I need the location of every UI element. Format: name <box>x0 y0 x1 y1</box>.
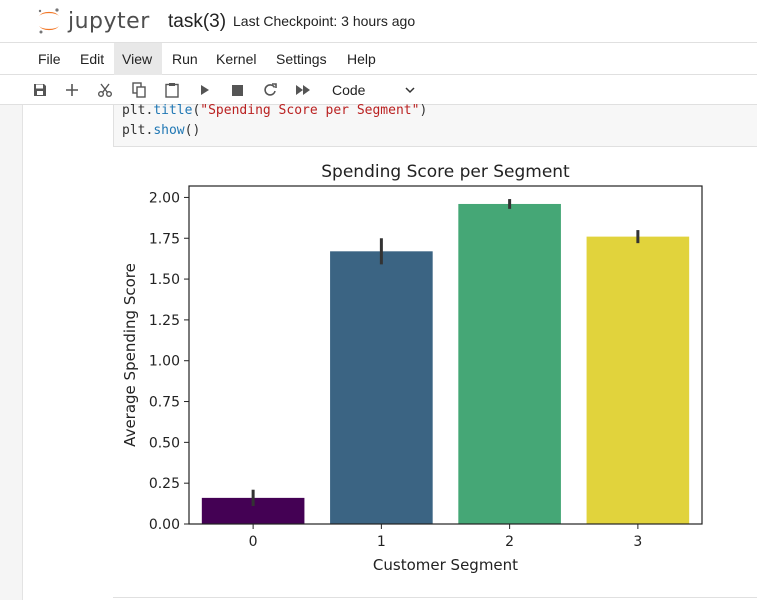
restart-icon[interactable] <box>259 79 281 101</box>
jupyter-logo-icon <box>38 8 59 34</box>
paste-icon[interactable] <box>161 79 183 101</box>
chart-output: Spending Score per Segment 0 1 2 3 0.00 0.25 0.… <box>113 152 753 592</box>
y-tick-label-5: 1.25 <box>149 313 180 329</box>
cell-divider <box>113 597 757 598</box>
y-tick-label-8: 2.00 <box>149 190 180 206</box>
notebook-title[interactable]: task(3) <box>168 11 227 32</box>
menu-kernel[interactable]: Kernel <box>216 51 257 67</box>
menu-run[interactable]: Run <box>172 51 198 67</box>
copy-icon[interactable] <box>128 79 150 101</box>
fast-forward-icon[interactable] <box>292 79 314 101</box>
cell-type-select[interactable]: Code <box>326 79 420 101</box>
bar-2 <box>458 203 561 524</box>
y-tick-label-0: 0.00 <box>149 517 180 533</box>
code-tail-2: () <box>184 123 201 138</box>
x-tick-label-2: 2 <box>505 534 514 550</box>
menu-view[interactable]: View <box>114 43 162 75</box>
menu-bar: File Edit View Run Kernel Settings Help <box>0 42 757 75</box>
y-tick-label-7: 1.75 <box>149 231 180 247</box>
add-cell-icon[interactable] <box>61 79 83 101</box>
x-tick-label-3: 3 <box>633 534 642 550</box>
x-tick-label-1: 1 <box>377 534 386 550</box>
code-cell-input[interactable]: plt.title("Spending Score per Segment") … <box>113 103 757 147</box>
toolbar: Code <box>0 75 757 105</box>
y-tick-label-2: 0.50 <box>149 435 180 451</box>
menu-help[interactable]: Help <box>347 51 376 67</box>
bar-3 <box>586 236 690 524</box>
code-fn-2: plt. <box>122 123 154 138</box>
run-icon[interactable] <box>194 79 216 101</box>
bar-1 <box>330 251 433 524</box>
top-bar: jupyter task(3) Last Checkpoint: 3 hours… <box>0 0 757 42</box>
menu-file[interactable]: File <box>38 51 61 67</box>
code-method-1: title <box>153 103 193 118</box>
cut-icon[interactable] <box>94 79 116 101</box>
stop-icon[interactable] <box>226 79 248 101</box>
code-fn-1: plt. <box>122 103 154 118</box>
chevron-down-icon <box>404 79 416 107</box>
gutter-divider <box>22 105 23 600</box>
x-axis-label: Customer Segment <box>373 556 518 574</box>
y-tick-label-4: 1.00 <box>149 354 180 370</box>
save-icon[interactable] <box>29 79 51 101</box>
code-string-1: "Spending Score per Segment" <box>200 103 420 118</box>
bar-chart: Spending Score per Segment 0 1 2 3 0.00 0.25 0.… <box>121 162 703 574</box>
jupyter-logo[interactable]: jupyter <box>36 6 150 36</box>
y-tick-label-3: 0.75 <box>149 395 180 411</box>
code-line-1: plt.title("Spending Score per Segment") <box>122 103 428 118</box>
left-gutter <box>0 105 22 600</box>
y-tick-label-1: 0.25 <box>149 476 180 492</box>
y-tick-label-6: 1.50 <box>149 272 180 288</box>
x-tick-label-0: 0 <box>249 534 258 550</box>
chart-title: Spending Score per Segment <box>321 162 570 182</box>
checkpoint-status: Last Checkpoint: 3 hours ago <box>233 13 416 29</box>
code-line-2: plt.show() <box>122 123 200 138</box>
plot-frame <box>188 185 703 525</box>
y-axis-label: Average Spending Score <box>121 263 139 447</box>
logo-text: jupyter <box>68 8 150 34</box>
code-method-2: show <box>153 123 185 138</box>
menu-settings[interactable]: Settings <box>276 51 327 67</box>
cell-type-value: Code <box>332 82 366 98</box>
menu-edit[interactable]: Edit <box>80 51 105 67</box>
